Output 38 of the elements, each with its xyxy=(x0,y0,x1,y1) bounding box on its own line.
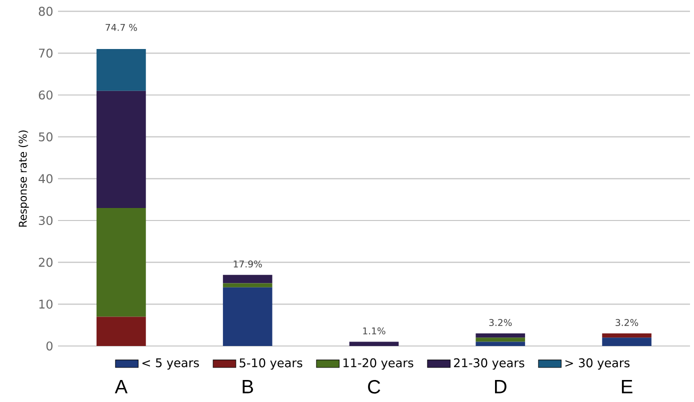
annotation: 74.7 % xyxy=(106,24,137,31)
y-tick-label: 30 xyxy=(38,216,52,226)
x-tick-label: D xyxy=(495,380,506,394)
bar xyxy=(476,342,526,346)
y-tick-label: 40 xyxy=(38,174,52,184)
y-axis-title: Response rate (%) xyxy=(18,130,29,227)
legend-label: 21-30 years xyxy=(454,358,524,370)
bar xyxy=(349,342,399,346)
y-tick-label: 0 xyxy=(46,341,52,351)
bar xyxy=(602,338,652,346)
y-tick-label: 70 xyxy=(39,48,52,58)
annotation: 1.1% xyxy=(363,327,386,334)
bar xyxy=(222,287,272,346)
legend-label: 11-20 years xyxy=(343,358,414,370)
bar xyxy=(476,338,526,342)
y-tick-label: 10 xyxy=(39,300,52,309)
bar xyxy=(96,208,146,317)
x-tick-label: C xyxy=(368,380,380,394)
legend-label: < 5 years xyxy=(142,358,199,370)
bar xyxy=(222,274,272,284)
y-tick-label: 60 xyxy=(38,90,52,100)
y-tick-label: 50 xyxy=(38,132,52,142)
legend-label: > 30 years xyxy=(565,358,630,370)
x-tick-label: A xyxy=(114,380,128,394)
legend-label: 5-10 years xyxy=(240,358,302,370)
annotation: 17.9% xyxy=(234,260,262,268)
annotation: 3.2% xyxy=(489,319,512,326)
bar xyxy=(96,48,146,91)
bar xyxy=(222,283,272,288)
bar xyxy=(96,90,146,208)
x-tick-label: B xyxy=(242,380,253,394)
y-tick-label: 80 xyxy=(38,6,52,16)
bar xyxy=(602,333,652,338)
y-tick-label: 20 xyxy=(38,258,52,267)
bar xyxy=(476,333,526,338)
x-tick-label: E xyxy=(622,380,632,394)
annotation: 3.2% xyxy=(616,319,638,326)
bar xyxy=(96,316,146,346)
